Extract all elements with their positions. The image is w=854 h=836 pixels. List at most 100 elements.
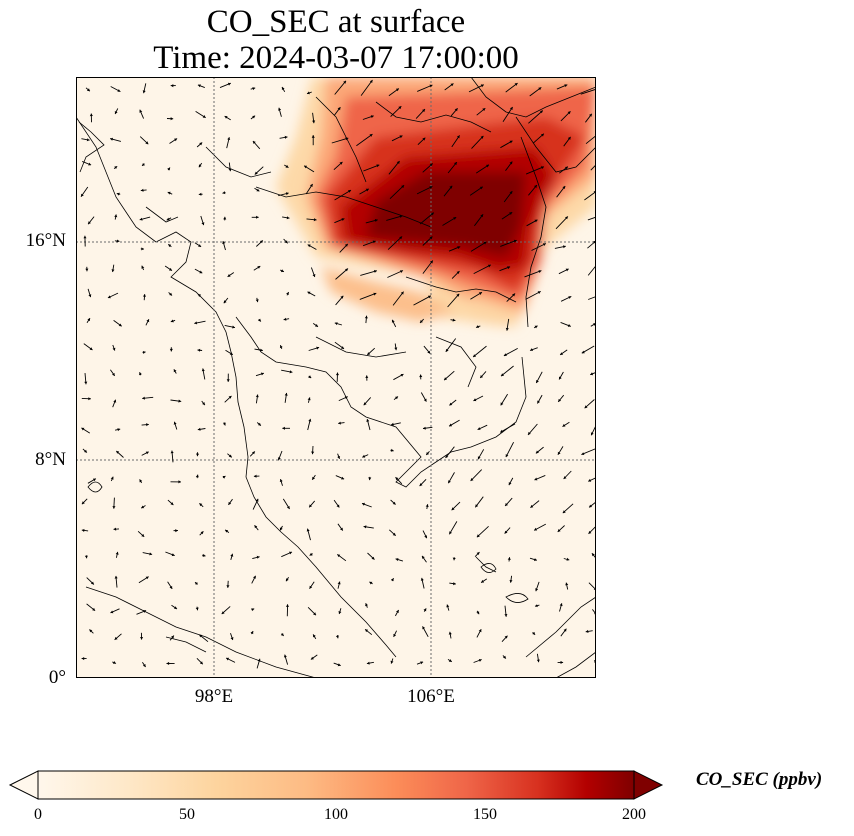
- wind-arrow-head: [196, 453, 200, 457]
- wind-arrow-head: [110, 610, 114, 614]
- wind-arrow-head: [198, 164, 202, 168]
- wind-arrow-head: [84, 449, 87, 453]
- wind-arrow-head: [487, 264, 491, 268]
- colorbar-extend-low: [8, 770, 39, 800]
- wind-arrow-head: [345, 137, 349, 141]
- wind-arrow-head: [200, 531, 204, 535]
- wind-arrow-head: [84, 381, 88, 385]
- wind-arrow-head: [146, 319, 150, 323]
- wind-arrow-head: [230, 553, 234, 557]
- wind-arrow-head: [390, 660, 394, 664]
- wind-arrow-head: [480, 84, 484, 88]
- wind-arrow-head: [285, 192, 289, 196]
- wind-arrow-head: [429, 236, 433, 240]
- wind-arrow-head: [315, 324, 318, 327]
- wind-arrow-head: [223, 300, 227, 304]
- wind-arrow: [468, 84, 484, 93]
- wind-arrow-head: [195, 582, 198, 585]
- wind-arrow-head: [306, 528, 310, 532]
- wind-arrow-head: [470, 478, 474, 481]
- wind-arrow-head: [473, 398, 477, 402]
- wind-arrow-head: [448, 480, 451, 484]
- wind-arrow-head: [478, 659, 482, 662]
- wind-arrow-head: [257, 266, 261, 269]
- wind-arrow-head: [142, 294, 146, 297]
- wind-arrow-head: [390, 578, 394, 582]
- wind-arrow-head: [81, 501, 85, 505]
- wind-arrow-head: [166, 217, 170, 221]
- wind-arrow-head: [222, 422, 226, 426]
- wind-arrow-head: [252, 115, 256, 119]
- wind-arrow-head: [114, 575, 118, 579]
- wind-arrow-head: [256, 555, 260, 559]
- wind-arrow-head: [430, 212, 434, 216]
- wind-arrow: [502, 106, 513, 122]
- wind-arrow-head: [111, 269, 115, 272]
- wind-arrow-head: [114, 111, 118, 114]
- wind-arrow-head: [199, 661, 203, 665]
- wind-arrow-head: [530, 504, 534, 508]
- wind-arrow-head: [505, 454, 509, 458]
- wind-arrow-head: [173, 369, 177, 373]
- wind-arrow-head: [286, 506, 290, 509]
- wind-arrow-head: [84, 555, 88, 559]
- wind-arrow-head: [226, 379, 230, 382]
- wind-arrow-head: [83, 235, 87, 239]
- wind-arrow-head: [307, 397, 311, 401]
- wind-arrow: [500, 365, 514, 377]
- wind-arrow-head: [173, 421, 177, 425]
- wind-arrow: [386, 215, 403, 221]
- wind-arrow-head: [589, 504, 593, 508]
- wind-arrow-head: [256, 215, 259, 219]
- wind-arrow-head: [534, 527, 538, 531]
- wind-arrow: [470, 469, 483, 482]
- wind-arrow-head: [286, 578, 289, 582]
- wind-arrow-head: [195, 607, 199, 611]
- wind-arrow: [335, 268, 349, 280]
- wind-arrow-head: [316, 346, 320, 350]
- wind-arrow: [389, 184, 405, 200]
- wind-arrow-head: [289, 551, 292, 555]
- wind-arrow-head: [560, 660, 564, 664]
- wind-arrow-head: [444, 377, 447, 381]
- wind-arrow-head: [199, 142, 203, 146]
- wind-arrow-head: [289, 370, 293, 374]
- wind-arrow-head: [535, 604, 538, 608]
- wind-arrow-head: [199, 503, 203, 507]
- wind-arrow-head: [171, 635, 174, 639]
- wind-arrow-head: [141, 265, 145, 269]
- wind-arrow-head: [92, 478, 96, 482]
- wind-arrow-head: [145, 451, 149, 455]
- wind-arrow-head: [429, 186, 433, 189]
- colorbar: [8, 770, 664, 800]
- lat-label-16n: 16°N: [25, 230, 66, 251]
- colorbar-tick-200: 200: [622, 806, 646, 823]
- wind-arrow-head: [114, 214, 118, 218]
- wind-arrow-head: [253, 575, 256, 579]
- wind-arrow-head: [400, 291, 404, 295]
- wind-arrow-head: [362, 454, 366, 458]
- wind-arrow-head: [367, 352, 371, 355]
- wind-arrow-head: [142, 351, 146, 354]
- wind-arrow-head: [362, 502, 365, 506]
- wind-arrow-head: [88, 221, 91, 225]
- wind-arrow-head: [170, 84, 174, 88]
- wind-arrow-head: [170, 319, 174, 323]
- wind-arrow-head: [335, 372, 339, 376]
- wind-arrow-head: [337, 554, 341, 558]
- wind-arrow-head: [178, 480, 181, 484]
- wind-arrow-head: [364, 315, 368, 319]
- wind-arrow-head: [226, 657, 230, 661]
- wind-arrow-head: [202, 553, 206, 557]
- wind-arrow-head: [343, 80, 346, 84]
- wind-arrow-head: [394, 347, 398, 351]
- wind-arrow-head: [422, 626, 426, 630]
- wind-arrow-head: [504, 635, 508, 639]
- map-panel: [76, 77, 596, 678]
- wind-arrow-head: [140, 637, 144, 640]
- wind-arrow-head: [590, 372, 594, 376]
- wind-arrow-head: [334, 322, 338, 326]
- wind-arrow: [581, 448, 596, 456]
- wind-arrow-head: [559, 603, 563, 607]
- wind-arrow-head: [139, 109, 143, 113]
